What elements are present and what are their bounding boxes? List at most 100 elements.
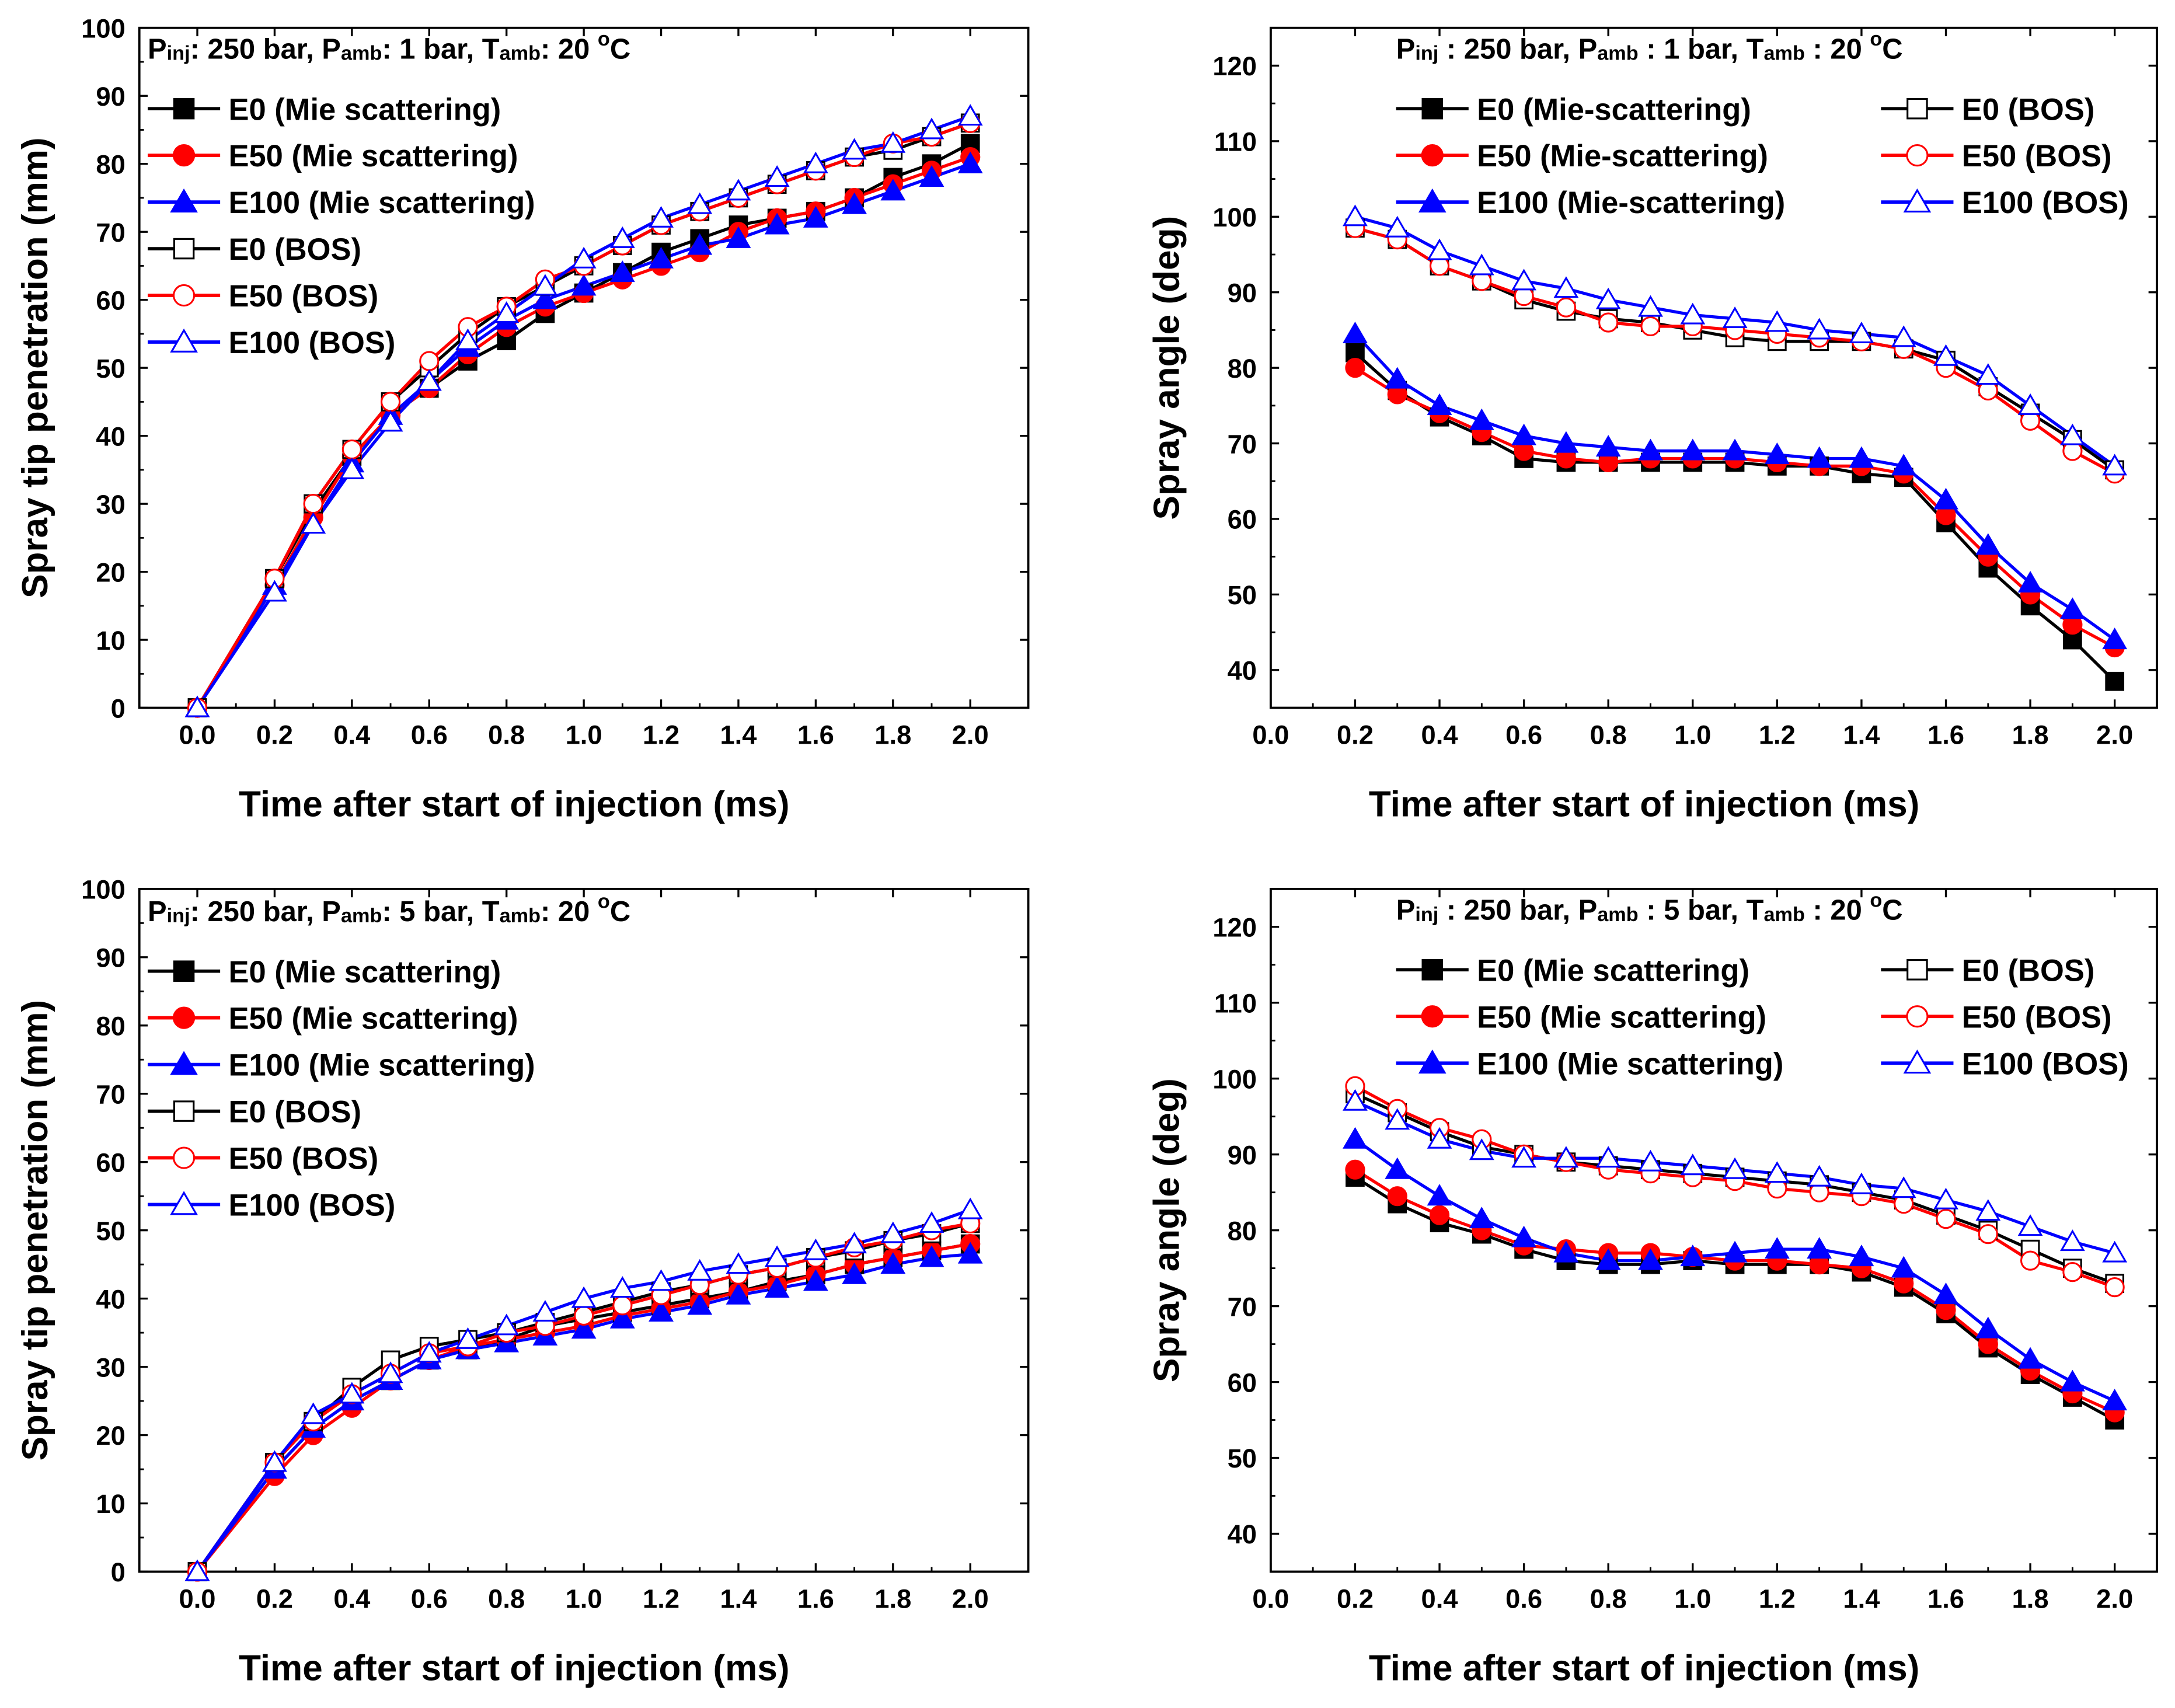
data-point <box>919 117 944 140</box>
data-point <box>880 1221 906 1243</box>
data-point <box>571 274 597 296</box>
y-tick-label: 0 <box>111 1557 126 1587</box>
x-tick-label: 1.8 <box>2012 720 2049 750</box>
data-point <box>1595 1248 1621 1270</box>
data-point <box>532 274 558 296</box>
data-point <box>1764 310 1790 332</box>
y-axis-label: Spray angle (deg) <box>1146 216 1187 520</box>
legend-marker <box>1421 97 1444 120</box>
data-point <box>184 695 210 717</box>
data-point <box>1891 454 1916 476</box>
y-tick-label: 100 <box>81 875 126 905</box>
data-point <box>726 1252 751 1274</box>
data-point <box>378 1361 403 1383</box>
data-point <box>1680 302 1706 325</box>
annotation-segment: o <box>1870 28 1882 50</box>
y-tick-label: 80 <box>1228 1216 1257 1246</box>
legend-marker <box>173 238 195 260</box>
data-point <box>2059 1369 2085 1392</box>
series-line <box>1354 226 2116 472</box>
x-tick-label: 1.6 <box>797 720 834 750</box>
data-point <box>803 1238 828 1260</box>
data-point <box>1849 446 1874 468</box>
y-tick-label: 90 <box>1228 278 1257 308</box>
x-tick-label: 0.2 <box>256 720 293 750</box>
x-axis-label: Time after start of injection (ms) <box>1369 1648 1920 1689</box>
data-point <box>1469 253 1494 276</box>
y-tick-label: 30 <box>96 1353 125 1382</box>
data-point <box>1469 1207 1494 1229</box>
annotation-segment: C <box>1882 33 1902 65</box>
data-point <box>262 580 287 602</box>
data-point <box>1680 1245 1706 1267</box>
condition-annotation: Pinj : 250 bar, Pamb : 1 bar, Tamb : 20 … <box>1396 28 1903 65</box>
series-line <box>196 142 971 709</box>
data-point <box>880 1252 906 1274</box>
data-point <box>571 1317 597 1339</box>
annotation-segment: amb <box>1597 43 1638 65</box>
legend-marker <box>1903 188 1932 212</box>
y-tick-label: 90 <box>96 82 125 111</box>
y-axis-label: Spray tip penetration (mm) <box>15 137 55 598</box>
data-point <box>609 260 635 283</box>
data-point <box>339 457 365 479</box>
x-tick-label: 1.6 <box>1927 1584 1964 1614</box>
annotation-segment: inj <box>167 905 190 927</box>
data-point <box>532 1300 558 1322</box>
legend-label: E50 (BOS) <box>228 279 378 313</box>
annotation-segment: P <box>148 896 167 928</box>
legend-label: E100 (BOS) <box>228 326 395 360</box>
legend-label: E50 (BOS) <box>228 1142 378 1176</box>
annotation-segment: amb <box>500 43 541 65</box>
x-tick-label: 0.6 <box>411 720 448 750</box>
data-point <box>612 1295 633 1316</box>
data-point <box>1638 1149 1663 1172</box>
annotation-segment: C <box>610 33 630 65</box>
x-tick-label: 0.4 <box>1421 1584 1458 1614</box>
data-point <box>1343 204 1368 226</box>
y-tick-label: 80 <box>1228 354 1257 384</box>
y-tick-label: 10 <box>96 626 125 656</box>
data-point <box>1429 1205 1450 1225</box>
data-point <box>2059 597 2085 619</box>
data-point <box>455 1327 480 1349</box>
series-line <box>1354 1168 2115 1414</box>
x-tick-label: 0.8 <box>1590 720 1627 750</box>
data-point <box>1638 1248 1663 1270</box>
y-tick-label: 70 <box>96 218 125 248</box>
y-tick-label: 60 <box>1228 505 1257 535</box>
data-point <box>609 1276 635 1298</box>
data-point <box>1595 435 1621 457</box>
data-point <box>1764 1161 1790 1183</box>
x-tick-label: 1.6 <box>797 1584 834 1614</box>
data-point <box>919 1211 944 1233</box>
x-tick-label: 1.0 <box>1674 1584 1711 1614</box>
data-point <box>919 1245 944 1267</box>
data-point <box>532 287 558 309</box>
y-tick-label: 100 <box>81 13 126 43</box>
legend-marker <box>173 960 195 982</box>
data-point <box>1427 238 1452 260</box>
data-point <box>303 494 323 514</box>
data-point <box>764 1276 790 1298</box>
x-tick-label: 0.0 <box>1252 1584 1289 1614</box>
data-point <box>609 1306 635 1329</box>
data-point <box>262 1450 287 1472</box>
annotation-segment: o <box>598 891 610 913</box>
annotation-segment: inj <box>1415 904 1438 926</box>
annotation-segment: : 250 bar, P <box>190 896 341 928</box>
annotation-segment: : 20 <box>1805 33 1870 65</box>
data-point <box>919 165 944 187</box>
data-point <box>1807 318 1832 340</box>
data-point <box>1764 442 1790 465</box>
legend-marker <box>170 1191 198 1215</box>
annotation-segment: o <box>1870 889 1882 911</box>
data-point <box>764 1245 790 1267</box>
data-point <box>842 192 867 214</box>
x-tick-label: 1.0 <box>566 1584 602 1614</box>
data-point <box>764 212 790 235</box>
y-tick-label: 0 <box>111 693 126 723</box>
condition-annotation: Pinj: 250 bar, Pamb: 5 bar, Tamb: 20 oC <box>148 891 630 928</box>
annotation-segment: : 250 bar, P <box>190 33 341 65</box>
x-tick-label: 0.2 <box>1337 1584 1374 1614</box>
